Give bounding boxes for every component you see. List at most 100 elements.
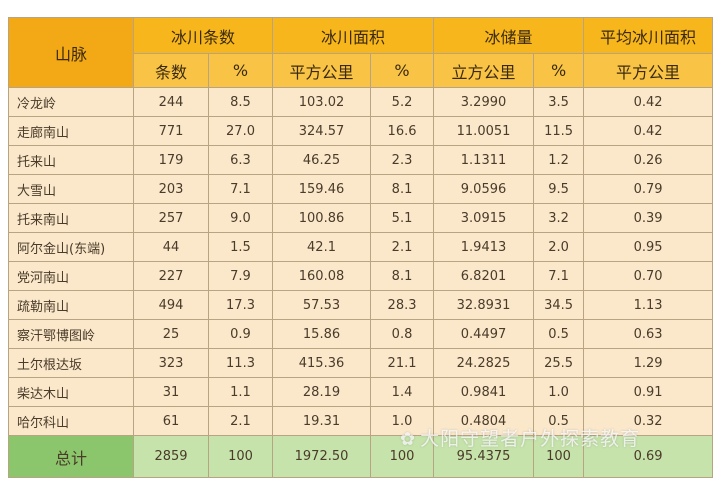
table-cell: 494 [133,290,209,320]
table-cell: 8.1 [370,261,435,291]
table-cell: 0.5 [533,319,585,349]
table-row: 察汗鄂博图岭 25 0.9 15.86 0.8 0.4497 0.5 0.63 [8,319,714,349]
table-cell: 21.1 [370,348,435,378]
table-row: 柴达木山 31 1.1 28.19 1.4 0.9841 1.0 0.91 [8,377,714,407]
table-cell: 32.8931 [433,290,535,320]
table-row: 党河南山 227 7.9 160.08 8.1 6.8201 7.1 0.70 [8,261,714,291]
table-row: 阿尔金山(东端) 44 1.5 42.1 2.1 1.9413 2.0 0.95 [8,232,714,262]
table-cell: 6.3 [207,145,274,175]
mountain-name: 总计 [8,435,134,478]
table-cell: 1972.50 [272,435,372,478]
header-unit: 条数 [133,53,209,88]
table-cell: 179 [133,145,209,175]
header-unit: 平方公里 [272,53,372,88]
table-cell: 100 [370,435,435,478]
table-cell: 159.46 [272,174,372,204]
table-cell: 0.4804 [433,406,535,436]
table-cell: 1.1 [207,377,274,407]
mountain-name: 冷龙岭 [8,87,134,117]
table-cell: 324.57 [272,116,372,146]
header-unit: % [370,53,435,88]
header-unit: % [533,53,585,88]
table-cell: 9.0596 [433,174,535,204]
table-cell: 7.1 [207,174,274,204]
table-cell: 0.42 [583,116,714,146]
table-row: 托来南山 257 9.0 100.86 5.1 3.0915 3.2 0.39 [8,203,714,233]
table-row: 走廊南山 771 27.0 324.57 16.6 11.0051 11.5 0.42 [8,116,714,146]
table-cell: 323 [133,348,209,378]
table-cell: 0.69 [583,435,714,478]
table-cell: 0.42 [583,87,714,117]
table-cell: 28.3 [370,290,435,320]
mountain-name: 托来南山 [8,203,134,233]
table-cell: 25.5 [533,348,585,378]
table-cell: 25 [133,319,209,349]
table-cell: 31 [133,377,209,407]
glacier-table: 山脉 冰川条数 冰川面积 冰储量 平均冰川面积 条数% 平方公里% 立方公里% 平方公… [8,17,714,478]
table-cell: 0.91 [583,377,714,407]
table-cell: 1.2 [533,145,585,175]
mountain-name: 柴达木山 [8,377,134,407]
wechat-icon: ✿ [400,429,417,450]
table-cell: 0.95 [583,232,714,262]
mountain-name: 阿尔金山(东端) [8,232,134,262]
table-cell: 0.4497 [433,319,535,349]
table-cell: 0.63 [583,319,714,349]
table-cell: 95.4375 [433,435,535,478]
table-cell: 0.79 [583,174,714,204]
table-cell: 771 [133,116,209,146]
table-cell: 5.2 [370,87,435,117]
table-cell: 2859 [133,435,209,478]
table-cell: 3.2990 [433,87,535,117]
table-cell: 2.0 [533,232,585,262]
mountain-name: 走廊南山 [8,116,134,146]
table-cell: 16.6 [370,116,435,146]
table-cell: 160.08 [272,261,372,291]
mountain-name: 大雪山 [8,174,134,204]
mountain-name: 土尔根达坂 [8,348,134,378]
table-cell: 0.26 [583,145,714,175]
header-mountain: 山脉 [8,17,134,88]
table-cell: 257 [133,203,209,233]
table-cell: 8.5 [207,87,274,117]
table-cell: 3.2 [533,203,585,233]
table-row: 托来山 179 6.3 46.25 2.3 1.1311 1.2 0.26 [8,145,714,175]
table-cell: 227 [133,261,209,291]
table-cell: 7.1 [533,261,585,291]
table-cell: 46.25 [272,145,372,175]
table-cell: 415.36 [272,348,372,378]
table-cell: 244 [133,87,209,117]
table-cell: 11.3 [207,348,274,378]
table-cell: 61 [133,406,209,436]
table-cell: 1.9413 [433,232,535,262]
table-row: 冷龙岭 244 8.5 103.02 5.2 3.2990 3.5 0.42 [8,87,714,117]
table-cell: 24.2825 [433,348,535,378]
table-cell: 0.5 [533,406,585,436]
mountain-name: 哈尔科山 [8,406,134,436]
table-cell: 1.0 [533,377,585,407]
table-cell: 9.5 [533,174,585,204]
table-cell: 2.3 [370,145,435,175]
header-unit: 立方公里 [433,53,535,88]
watermark: ✿ 大阳守望者户外探索教育 [400,424,640,451]
table-cell: 28.19 [272,377,372,407]
table-cell: 34.5 [533,290,585,320]
table-row: 大雪山 203 7.1 159.46 8.1 9.0596 9.5 0.79 [8,174,714,204]
table-cell: 1.4 [370,377,435,407]
table-cell: 8.1 [370,174,435,204]
table-cell: 0.9841 [433,377,535,407]
table-row: 土尔根达坂 323 11.3 415.36 21.1 24.2825 25.5 1.29 [8,348,714,378]
mountain-name: 察汗鄂博图岭 [8,319,134,349]
table-cell: 0.70 [583,261,714,291]
table-cell: 0.32 [583,406,714,436]
table-cell: 5.1 [370,203,435,233]
table-cell: 0.9 [207,319,274,349]
table-cell: 3.5 [533,87,585,117]
table-cell: 44 [133,232,209,262]
header-ice-volume: 冰储量 [433,17,585,54]
mountain-name: 疏勒南山 [8,290,134,320]
table-cell: 0.8 [370,319,435,349]
total-row: 总计 2859 100 1972.50 100 95.4375 100 0.69 [8,435,714,478]
table-cell: 1.29 [583,348,714,378]
table-cell: 7.9 [207,261,274,291]
